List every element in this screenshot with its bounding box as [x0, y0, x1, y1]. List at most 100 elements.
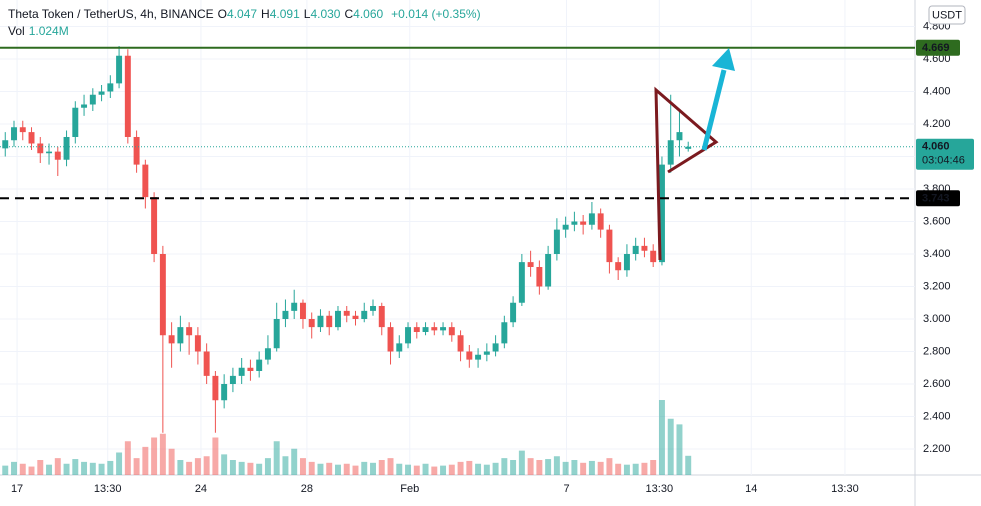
candle-body: [562, 224, 569, 230]
y-tick-label: 2.600: [923, 378, 951, 390]
ohlc-value: 4.060: [353, 7, 384, 21]
candle-body: [221, 383, 228, 401]
candle-body: [81, 104, 88, 108]
candle-body: [580, 221, 587, 225]
candle-layer: [2, 45, 692, 433]
volume-bar: [299, 458, 306, 475]
volume-bar: [562, 461, 569, 475]
volume-bar: [63, 463, 70, 475]
countdown-label: 03:04:46: [922, 155, 965, 167]
x-tick-label: 7: [563, 483, 569, 495]
price-lines: [0, 46, 915, 200]
last-price-box: [916, 138, 974, 170]
ohlc-value: 4.091: [269, 7, 300, 21]
ohlc-value: 4.047: [227, 7, 258, 21]
volume-bar: [527, 458, 534, 475]
candle-body: [194, 335, 201, 352]
volume-bar: [606, 458, 613, 475]
candle-body: [545, 253, 552, 287]
volume-bar: [658, 400, 665, 475]
candle-body: [54, 151, 61, 160]
triangle-drawing: [654, 86, 719, 261]
candle-body: [571, 221, 578, 225]
candle-body: [658, 164, 665, 263]
ohlc: O4.047 H4.091 L4.030 C4.060: [218, 7, 388, 21]
candle-body: [247, 367, 254, 371]
candle-body: [19, 127, 26, 133]
candle-body: [107, 83, 114, 92]
last-price-label: 4.060: [922, 141, 950, 153]
x-tick-label: 14: [745, 483, 757, 495]
candle-body: [422, 327, 429, 332]
candle-body: [63, 136, 70, 160]
volume-bar: [28, 466, 35, 475]
candle-body: [291, 302, 298, 311]
volume-bar: [46, 464, 53, 475]
candle-body: [273, 318, 280, 349]
candle-body: [641, 245, 648, 251]
legend: Theta Token / TetherUS, 4h, BINANCE O4.04…: [8, 6, 485, 40]
volume-bar: [518, 450, 525, 475]
arrow-shaft: [701, 69, 727, 151]
y-tick-label: 4.600: [923, 53, 951, 65]
volume-bar: [405, 464, 412, 475]
candle-body: [466, 351, 473, 360]
y-tick-label: 3.400: [923, 248, 951, 260]
currency-label[interactable]: USDT: [932, 9, 962, 21]
volume-bar: [186, 461, 193, 475]
volume-bar: [194, 458, 201, 475]
volume-bar: [282, 456, 289, 475]
candle-body: [308, 318, 315, 328]
volume-bar: [641, 462, 648, 475]
grid: [0, 0, 915, 475]
price-line-label: 3.743: [922, 193, 950, 205]
candle-body: [11, 127, 17, 141]
candle-body: [256, 359, 263, 371]
candle-body: [282, 310, 289, 319]
candle-body: [475, 354, 482, 360]
legend-row: Theta Token / TetherUS, 4h, BINANCE O4.04…: [8, 6, 485, 23]
candle-body: [159, 253, 166, 336]
volume-row: Vol 1.024M: [8, 23, 485, 40]
candle-body: [151, 197, 158, 254]
candle-body: [352, 315, 359, 319]
volume-bar: [676, 424, 683, 475]
candle-body: [142, 164, 149, 198]
candle-body: [457, 335, 464, 352]
candle-body: [588, 213, 595, 225]
volume-bar: [221, 454, 228, 475]
arrow-head: [712, 48, 735, 71]
volume-bar: [422, 463, 429, 475]
volume-bar: [116, 452, 123, 475]
candle-body: [431, 327, 438, 331]
volume-bar: [615, 463, 622, 475]
candle-body: [413, 327, 420, 332]
candle-body: [326, 315, 333, 328]
price-line-box: [916, 39, 960, 56]
candle-body: [89, 94, 96, 105]
candle-body: [116, 55, 123, 84]
candle-body: [492, 343, 499, 352]
volume-value: 1.024M: [28, 24, 69, 38]
volume-bar: [378, 460, 385, 475]
volume-bar: [370, 462, 376, 475]
candle-body: [203, 351, 210, 376]
volume-bar: [361, 461, 368, 475]
volume-bar: [580, 462, 587, 475]
volume-bar: [142, 446, 149, 475]
currency-box[interactable]: [928, 5, 966, 25]
ohlc-label: C: [344, 7, 354, 21]
candle-body: [370, 305, 376, 311]
volume-bar: [466, 460, 473, 475]
volume-bar: [457, 461, 464, 475]
candle-body: [632, 245, 639, 254]
volume-bar: [256, 463, 263, 475]
volume-bar: [151, 437, 158, 475]
candle-body: [536, 266, 543, 287]
candle-body: [168, 335, 175, 344]
candle-body: [387, 327, 394, 352]
volume-bar: [352, 465, 359, 475]
candle-body: [396, 343, 403, 352]
volume-bar: [545, 459, 552, 475]
